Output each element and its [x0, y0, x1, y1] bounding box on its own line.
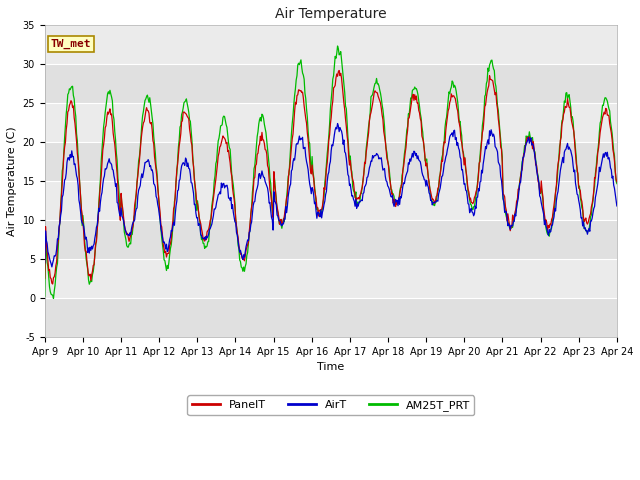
Bar — [45, 103, 617, 142]
Bar — [45, 259, 617, 298]
Y-axis label: Air Temperature (C): Air Temperature (C) — [7, 126, 17, 236]
Bar — [45, 181, 617, 220]
Text: TW_met: TW_met — [51, 39, 91, 49]
Bar — [45, 142, 617, 181]
Bar — [45, 220, 617, 259]
Bar — [45, 25, 617, 64]
X-axis label: Time: Time — [317, 362, 344, 372]
Title: Air Temperature: Air Temperature — [275, 7, 387, 21]
Bar — [45, 64, 617, 103]
Legend: PanelT, AirT, AM25T_PRT: PanelT, AirT, AM25T_PRT — [188, 396, 474, 415]
Bar — [45, 298, 617, 337]
